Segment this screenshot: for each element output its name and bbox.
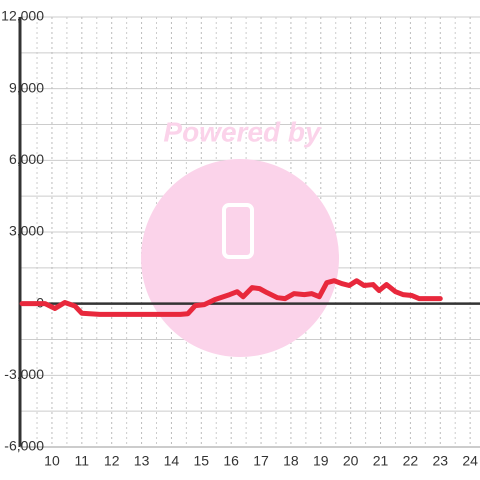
x-tick-label: 19 [313, 453, 329, 469]
x-tick-label: 13 [134, 453, 150, 469]
y-tick-label: 6,000 [9, 151, 44, 167]
x-tick-label: 16 [223, 453, 239, 469]
x-tick-label: 20 [343, 453, 359, 469]
x-tick-label: 12 [104, 453, 120, 469]
x-tick-label: 10 [44, 453, 60, 469]
watermark: Powered by [141, 116, 339, 357]
x-tick-label: 23 [432, 453, 448, 469]
x-tick-label: 18 [283, 453, 299, 469]
y-tick-label: -3,000 [4, 366, 44, 382]
x-tick-label: 24 [462, 453, 478, 469]
y-tick-label: -6,000 [4, 438, 44, 454]
x-tick-label: 15 [194, 453, 210, 469]
y-tick-label: 9,000 [9, 79, 44, 95]
x-tick-label: 21 [373, 453, 389, 469]
x-tick-label: 17 [253, 453, 269, 469]
line [19, 278, 443, 317]
x-tick-label: 22 [403, 453, 419, 469]
watermark-text: Powered by [163, 116, 322, 147]
y-tick-label: 12,000 [1, 8, 44, 24]
x-tick-label: 14 [164, 453, 180, 469]
y-tick-label: 3,000 [9, 223, 44, 239]
watermark-icon [222, 203, 254, 259]
x-tick-label: 11 [75, 453, 90, 469]
